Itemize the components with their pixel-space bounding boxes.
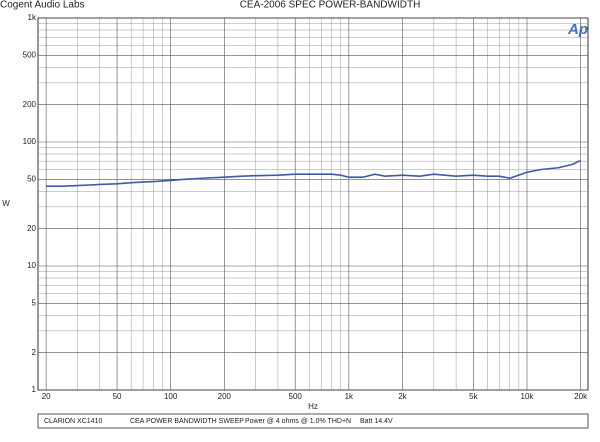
x-tick-label: 50 <box>113 392 122 401</box>
footer-box <box>37 413 589 429</box>
footer-condition: Power @ 4 ohms @ 1.0% THD+N <box>245 418 351 425</box>
x-tick-label: 20 <box>42 392 51 401</box>
y-tick-label: 1 <box>32 385 37 394</box>
y-tick-label: 10 <box>27 261 36 270</box>
y-tick-label: 100 <box>23 137 37 146</box>
lab-name: Cogent Audio Labs <box>0 0 85 11</box>
plot-frame <box>37 17 589 391</box>
footer-battery: Batt 14.4V <box>360 418 393 425</box>
x-axis-label: Hz <box>308 402 318 411</box>
x-tick-label: 2k <box>398 392 407 401</box>
y-tick-label: 200 <box>23 100 37 109</box>
footer-test: CEA POWER BANDWIDTH SWEEP <box>130 418 244 425</box>
y-tick-label: 1k <box>28 13 37 22</box>
x-tick-label: 10k <box>521 392 535 401</box>
x-tick-label: 20k <box>574 392 588 401</box>
y-tick-label: 50 <box>27 174 36 183</box>
y-tick-label: 2 <box>32 348 37 357</box>
y-axis-label: W <box>2 199 10 208</box>
x-tick-label: 100 <box>164 392 178 401</box>
footer-device: CLARION XC1410 <box>44 418 102 425</box>
chart-title: CEA-2006 SPEC POWER-BANDWIDTH <box>240 0 421 11</box>
y-tick-label: 5 <box>32 298 37 307</box>
x-tick-label: 5k <box>469 392 478 401</box>
x-tick-label: 1k <box>345 392 354 401</box>
y-tick-label: 500 <box>23 50 37 59</box>
x-tick-label: 200 <box>218 392 232 401</box>
x-tick-label: 500 <box>289 392 303 401</box>
y-tick-label: 20 <box>27 224 36 233</box>
series-line <box>46 159 581 188</box>
logo: Ap <box>567 21 588 38</box>
